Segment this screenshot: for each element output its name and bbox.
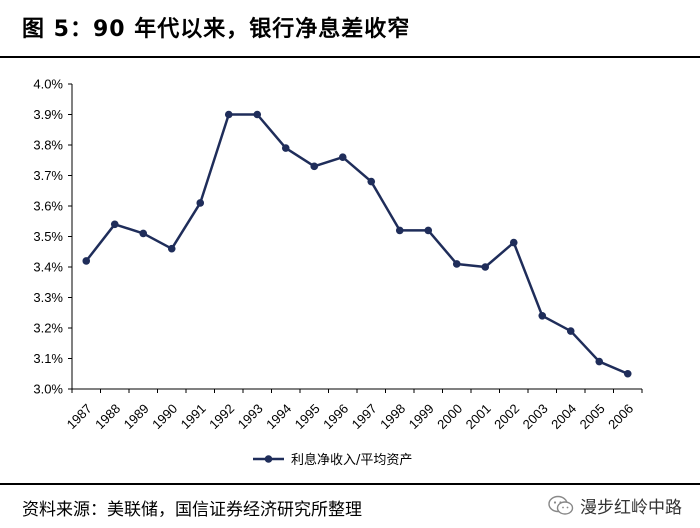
data-point — [481, 263, 490, 271]
data-point — [595, 357, 604, 366]
x-tick-label: 2001 — [463, 401, 494, 432]
line-chart: 3.0% 3.1% 3.2% 3.3% 3.4% 3.5% 3.6% 3.7% 3.8% 3.9%… — [33, 77, 643, 468]
series-line — [85, 113, 629, 375]
top-divider — [0, 56, 700, 58]
data-point — [338, 153, 347, 161]
y-tick-label: 3.6% — [33, 199, 63, 214]
data-point — [424, 226, 433, 235]
y-tick-label: 3.2% — [33, 321, 63, 336]
wechat-icon — [548, 495, 574, 515]
data-point — [167, 244, 176, 253]
data-point — [139, 229, 148, 238]
y-tick-label: 3.3% — [33, 290, 63, 305]
x-tick-label: 2002 — [491, 401, 522, 432]
data-point — [253, 110, 262, 119]
page-title: 图 5：90 年代以来，银行净息差收窄 — [22, 17, 411, 42]
y-tick-label: 3.4% — [33, 260, 63, 275]
data-point — [452, 260, 461, 268]
x-axis: 1987198819891990199119921993199419951996… — [64, 388, 643, 432]
x-tick-label: 1987 — [64, 401, 95, 432]
data-point — [110, 220, 119, 229]
source-note: 资料来源：美联储，国信证券经济研究所整理 — [22, 500, 362, 520]
data-point — [196, 199, 205, 207]
data-point — [310, 162, 319, 171]
x-tick-label: 1998 — [377, 401, 408, 432]
data-point — [395, 226, 404, 235]
title-bar: 图 5：90 年代以来，银行净息差收窄 — [0, 0, 700, 58]
x-tick-label: 1990 — [149, 401, 180, 432]
x-tick-label: 1988 — [92, 401, 123, 432]
x-tick-label: 1995 — [292, 401, 323, 432]
x-tick-label: 2000 — [434, 401, 465, 432]
data-point — [509, 238, 518, 247]
watermark: 漫步红岭中路 — [548, 493, 682, 518]
watermark-text: 漫步红岭中路 — [580, 498, 682, 518]
legend-marker — [264, 455, 273, 463]
data-point — [82, 257, 91, 265]
x-tick-label: 1997 — [349, 401, 380, 432]
y-tick-label: 3.7% — [33, 168, 63, 183]
y-tick-label: 3.5% — [33, 229, 63, 244]
x-tick-label: 1993 — [235, 401, 266, 432]
data-point — [566, 327, 575, 335]
x-tick-label: 2005 — [577, 401, 608, 432]
x-tick-label: 1991 — [178, 401, 209, 432]
data-point — [538, 312, 547, 320]
series-net-interest-margin — [82, 110, 632, 378]
x-tick-label: 1999 — [406, 401, 437, 432]
y-tick-label: 4.0% — [33, 77, 63, 92]
legend: 利息净收入/平均资产 — [253, 452, 412, 468]
y-axis: 3.0% 3.1% 3.2% 3.3% 3.4% 3.5% 3.6% 3.7% 3.8% 3.9%… — [33, 77, 73, 397]
y-tick-label: 3.9% — [33, 107, 63, 122]
y-tick-label: 3.0% — [33, 382, 63, 397]
x-tick-label: 2006 — [605, 401, 636, 432]
x-tick-label: 2004 — [548, 401, 579, 432]
x-tick-label: 1992 — [206, 401, 237, 432]
data-point — [367, 177, 376, 186]
y-tick-label: 3.8% — [33, 138, 63, 153]
bottom-divider — [0, 483, 700, 485]
y-tick-label: 3.1% — [33, 351, 63, 366]
x-tick-label: 1996 — [320, 401, 351, 432]
data-point — [281, 144, 290, 152]
x-tick-label: 2003 — [520, 401, 551, 432]
data-point — [623, 369, 632, 378]
x-tick-label: 1994 — [263, 401, 294, 432]
data-point — [224, 110, 233, 119]
legend-label: 利息净收入/平均资产 — [291, 452, 412, 468]
x-tick-label: 1989 — [121, 401, 152, 432]
